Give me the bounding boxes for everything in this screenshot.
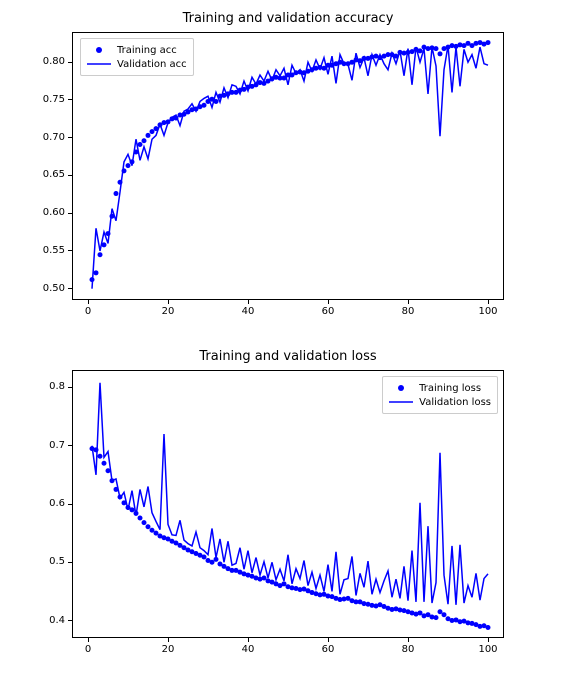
loss_chart-legend-label: Validation loss xyxy=(419,397,491,408)
loss_chart-xtick-mark xyxy=(488,638,489,642)
loss_chart-xtick-label: 0 xyxy=(85,644,91,655)
loss_chart-legend-item: Validation loss xyxy=(389,395,491,409)
loss_chart-xtick-mark xyxy=(248,638,249,642)
accuracy_chart-xtick-mark xyxy=(488,300,489,304)
accuracy_chart-ytick-label: 0.80 xyxy=(43,56,65,67)
accuracy_chart-xtick-label: 40 xyxy=(242,306,255,317)
accuracy_chart-xtick-mark xyxy=(328,300,329,304)
accuracy_chart-ytick-label: 0.70 xyxy=(43,132,65,143)
accuracy_chart-xtick-mark xyxy=(88,300,89,304)
accuracy_chart-ytick-label: 0.55 xyxy=(43,245,65,256)
loss_chart-xtick-label: 20 xyxy=(162,644,175,655)
circle-marker-icon xyxy=(87,43,111,57)
loss_chart-xtick-mark xyxy=(328,638,329,642)
loss_chart-xtick-label: 80 xyxy=(402,644,415,655)
accuracy_chart-legend-label: Validation acc xyxy=(117,59,187,70)
loss_chart-legend-item: Training loss xyxy=(389,381,491,395)
loss_chart-ytick-label: 0.8 xyxy=(49,381,65,392)
accuracy_chart-xtick-label: 60 xyxy=(322,306,335,317)
loss_chart-ytick-label: 0.5 xyxy=(49,556,65,567)
accuracy_chart-legend: Training acc Validation acc xyxy=(80,38,194,76)
figure-container: Training and validation accuracy 0 20 40 60 8… xyxy=(0,0,563,675)
loss_chart-title: Training and validation loss xyxy=(72,349,504,364)
loss_chart-legend: Training loss Validation loss xyxy=(382,376,498,414)
loss_chart-xtick-mark xyxy=(88,638,89,642)
loss_chart-line-series xyxy=(92,383,488,605)
circle-marker-icon xyxy=(389,381,413,395)
accuracy_chart-legend-label: Training acc xyxy=(117,45,177,56)
accuracy_chart-xtick-mark xyxy=(168,300,169,304)
accuracy_chart-ytick-label: 0.75 xyxy=(43,94,65,105)
accuracy_chart-legend-item: Validation acc xyxy=(87,57,187,71)
loss_chart-ytick-label: 0.7 xyxy=(49,440,65,451)
loss_chart-xtick-mark xyxy=(168,638,169,642)
accuracy_chart-xtick-label: 0 xyxy=(85,306,91,317)
accuracy_chart-legend-item: Training acc xyxy=(87,43,187,57)
accuracy_chart-xtick-label: 80 xyxy=(402,306,415,317)
accuracy_chart-marker-series xyxy=(90,40,491,282)
line-icon xyxy=(87,57,111,71)
loss_chart-xtick-label: 60 xyxy=(322,644,335,655)
loss_chart-legend-label: Training loss xyxy=(419,383,481,394)
accuracy_chart-line-series xyxy=(92,46,488,289)
accuracy_chart-title: Training and validation accuracy xyxy=(72,11,504,26)
accuracy_chart-xtick-mark xyxy=(408,300,409,304)
loss_chart-ytick-label: 0.4 xyxy=(49,615,65,626)
accuracy_chart-xtick-label: 100 xyxy=(478,306,497,317)
accuracy_chart-xtick-label: 20 xyxy=(162,306,175,317)
accuracy_chart-ytick-label: 0.60 xyxy=(43,207,65,218)
accuracy_chart-ytick-label: 0.65 xyxy=(43,169,65,180)
line-icon xyxy=(389,395,413,409)
loss_chart-xtick-label: 40 xyxy=(242,644,255,655)
accuracy_chart-xtick-mark xyxy=(248,300,249,304)
loss_chart-xtick-mark xyxy=(408,638,409,642)
accuracy_chart-ytick-label: 0.50 xyxy=(43,283,65,294)
loss_chart-ytick-label: 0.6 xyxy=(49,498,65,509)
loss_chart-marker-series xyxy=(90,446,491,630)
loss_chart-xtick-label: 100 xyxy=(478,644,497,655)
